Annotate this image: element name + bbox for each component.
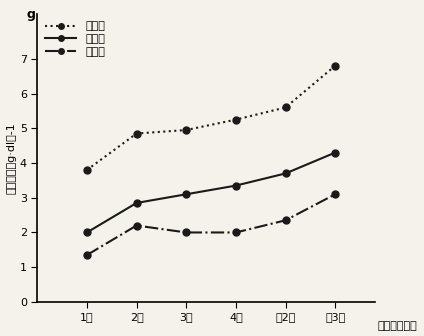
球蛋白 <box>283 218 288 222</box>
白蛋白 <box>332 151 338 155</box>
总蛋白 <box>84 168 89 172</box>
Line: 球蛋白: 球蛋白 <box>84 191 339 258</box>
总蛋白 <box>233 118 238 122</box>
总蛋白 <box>134 131 139 135</box>
白蛋白 <box>233 183 238 187</box>
总蛋白 <box>283 106 288 110</box>
球蛋白 <box>332 192 338 196</box>
Line: 白蛋白: 白蛋白 <box>84 149 339 236</box>
Legend: 总蛋白, 白蛋白, 球蛋白: 总蛋白, 白蛋白, 球蛋白 <box>43 19 107 59</box>
白蛋白 <box>84 230 89 235</box>
Text: （伤后日期）: （伤后日期） <box>377 321 417 331</box>
总蛋白 <box>184 128 189 132</box>
球蛋白 <box>184 230 189 235</box>
白蛋白 <box>283 171 288 175</box>
Y-axis label: 血浆蛋白（g·dl）-1: 血浆蛋白（g·dl）-1 <box>7 122 17 194</box>
白蛋白 <box>184 192 189 196</box>
总蛋白 <box>332 64 338 68</box>
Text: g: g <box>27 8 36 20</box>
球蛋白 <box>84 253 89 257</box>
Line: 总蛋白: 总蛋白 <box>84 62 339 173</box>
球蛋白 <box>134 223 139 227</box>
白蛋白 <box>134 201 139 205</box>
球蛋白 <box>233 230 238 235</box>
